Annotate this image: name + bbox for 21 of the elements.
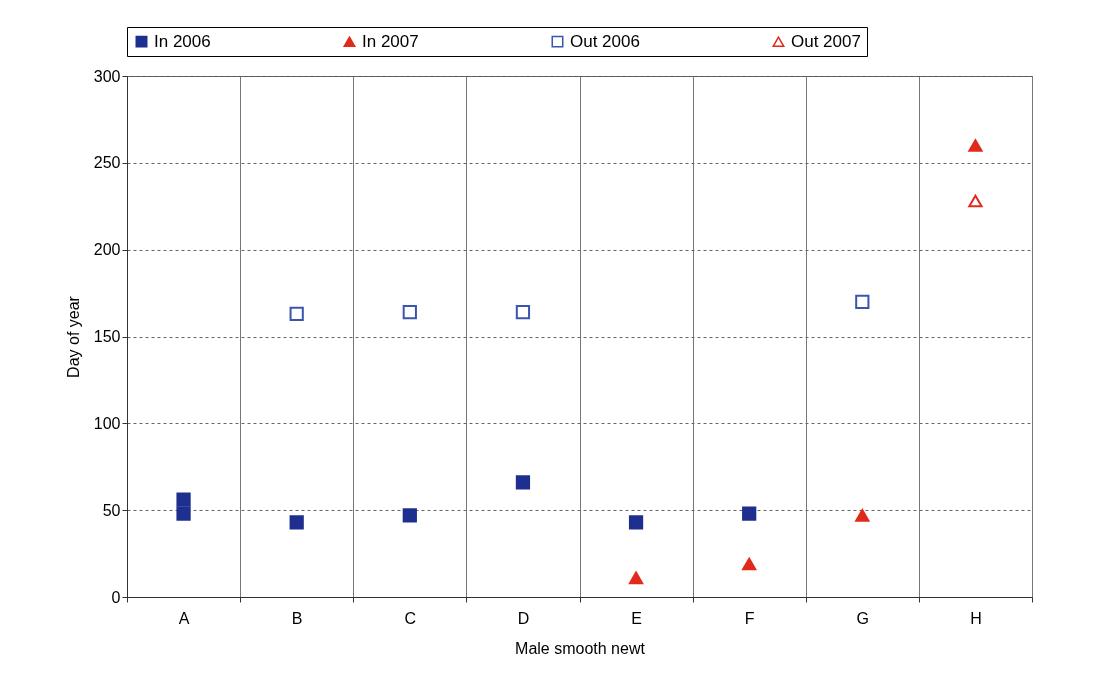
y-tick-label: 250 <box>93 154 121 172</box>
x-tick-label: F <box>744 609 755 627</box>
y-tick-label: 300 <box>93 67 121 85</box>
legend-label: In 2007 <box>362 31 419 51</box>
legend-label: In 2006 <box>154 31 211 51</box>
legend-label: Out 2007 <box>791 31 861 51</box>
y-tick-label: 200 <box>93 241 121 259</box>
legend-label: Out 2006 <box>570 31 640 51</box>
x-tick-label: E <box>631 609 642 627</box>
x-tick-label: A <box>178 609 190 627</box>
y-tick-label: 50 <box>102 501 121 519</box>
y-axis-title: Day of year <box>64 295 82 378</box>
y-tick-label: 0 <box>111 588 121 606</box>
x-axis-title: Male smooth newt <box>515 639 646 657</box>
x-tick-label: G <box>856 609 870 627</box>
y-tick-label: 100 <box>93 414 121 432</box>
x-tick-label: D <box>517 609 530 627</box>
y-tick-label: 150 <box>93 328 121 345</box>
x-tick-label: B <box>291 609 303 627</box>
x-tick-label: H <box>970 609 982 627</box>
x-tick-label: C <box>404 609 417 627</box>
